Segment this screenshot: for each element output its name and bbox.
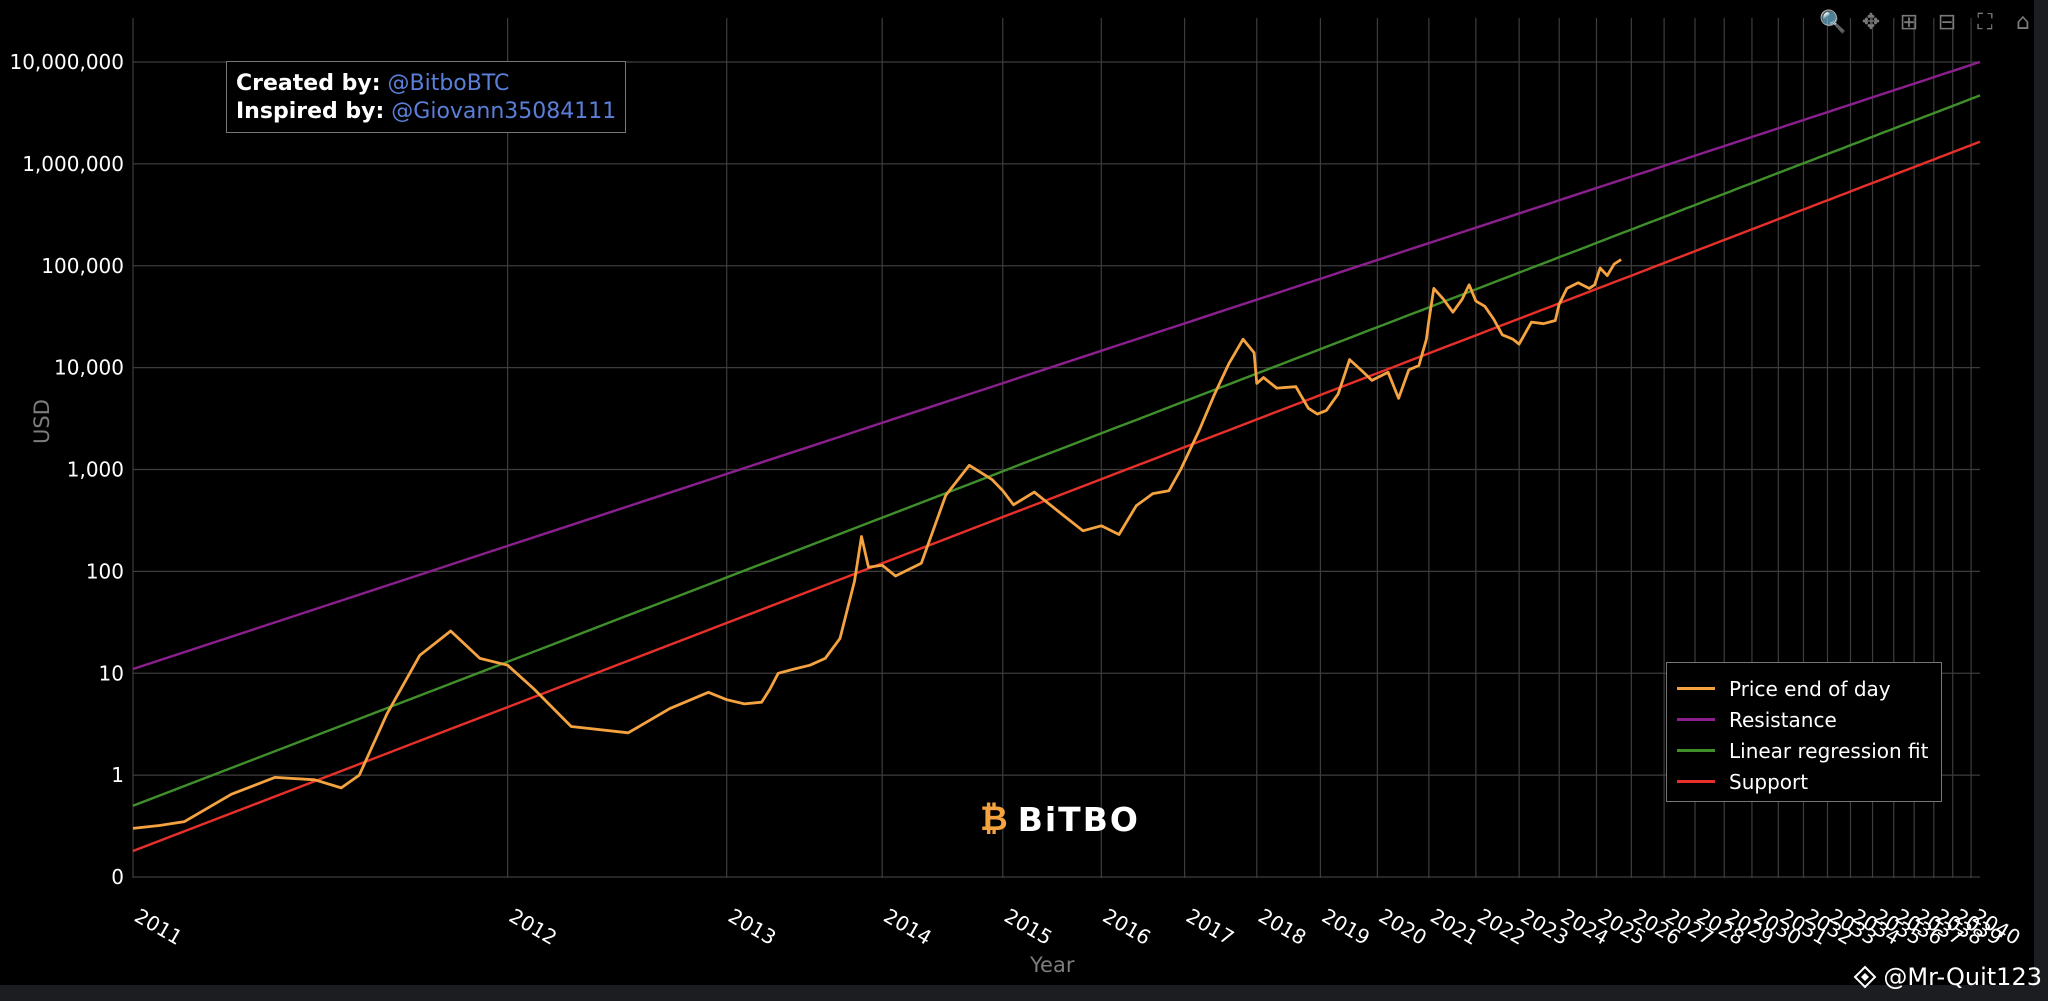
inspired-by-handle[interactable]: @Giovann35084111 <box>391 99 617 124</box>
inspired-by-label: Inspired by: <box>236 99 385 124</box>
legend-label: Resistance <box>1729 707 1837 732</box>
legend-label: Linear regression fit <box>1729 738 1929 763</box>
legend-label: Support <box>1729 769 1809 794</box>
author-credit: @Mr-Quit123 <box>1853 963 2042 991</box>
y-tick-label: 1,000,000 <box>22 152 124 176</box>
bitbo-wordmark: BiTBO <box>1017 799 1140 839</box>
zoom-in-icon[interactable]: ⊞ <box>1899 10 1919 35</box>
y-tick-label: 10,000 <box>54 356 124 380</box>
series-line-support[interactable] <box>132 140 1981 853</box>
y-tick-label: 100,000 <box>41 254 124 278</box>
y-axis-title: USD <box>30 399 54 444</box>
y-tick-label: 10 <box>99 661 124 685</box>
modebar: 🔍 ✥ ⊞ ⊟ ⛶ ⌂ <box>1816 10 2040 36</box>
y-tick-label: 0 <box>111 865 124 889</box>
created-by-handle[interactable]: @BitboBTC <box>387 71 510 96</box>
binance-square-icon <box>1854 965 1877 989</box>
home-icon[interactable]: ⌂ <box>2016 10 2030 35</box>
credits-annotation: Created by: @BitboBTC Inspired by: @Giov… <box>226 61 627 133</box>
legend-swatch <box>1677 718 1715 721</box>
chart-legend: Price end of day Resistance Linear regress… <box>1666 662 1942 802</box>
legend-item[interactable]: Price end of day <box>1677 673 1941 704</box>
y-tick-label: 10,000,000 <box>9 50 124 74</box>
y-tick-label: 1,000 <box>67 458 124 482</box>
author-handle[interactable]: @Mr-Quit123 <box>1883 963 2042 991</box>
legend-swatch <box>1677 687 1715 690</box>
y-tick-label: 100 <box>86 559 124 583</box>
created-by-label: Created by: <box>236 71 381 96</box>
series-line-price-end-of-day[interactable] <box>132 258 1622 830</box>
y-tick-label: 1 <box>111 763 124 787</box>
autoscale-icon[interactable]: ⛶ <box>1977 10 1993 35</box>
series-line-linear-regression-fit[interactable] <box>132 94 1981 807</box>
bitbo-watermark: ₿ BiTBO <box>980 799 1140 839</box>
zoom-out-icon[interactable]: ⊟ <box>1937 10 1957 35</box>
pan-icon[interactable]: ✥ <box>1861 10 1881 35</box>
legend-item[interactable]: Support <box>1677 766 1941 797</box>
legend-swatch <box>1677 749 1715 752</box>
x-axis-title: Year <box>1030 953 1075 977</box>
series-line-resistance[interactable] <box>132 60 1981 671</box>
bitbo-logo-icon: ₿ <box>980 799 1010 839</box>
legend-label: Price end of day <box>1729 676 1891 701</box>
zoom-icon[interactable]: 🔍 <box>1819 10 1847 35</box>
legend-item[interactable]: Resistance <box>1677 704 1941 735</box>
legend-swatch <box>1677 780 1715 783</box>
legend-item[interactable]: Linear regression fit <box>1677 735 1941 766</box>
